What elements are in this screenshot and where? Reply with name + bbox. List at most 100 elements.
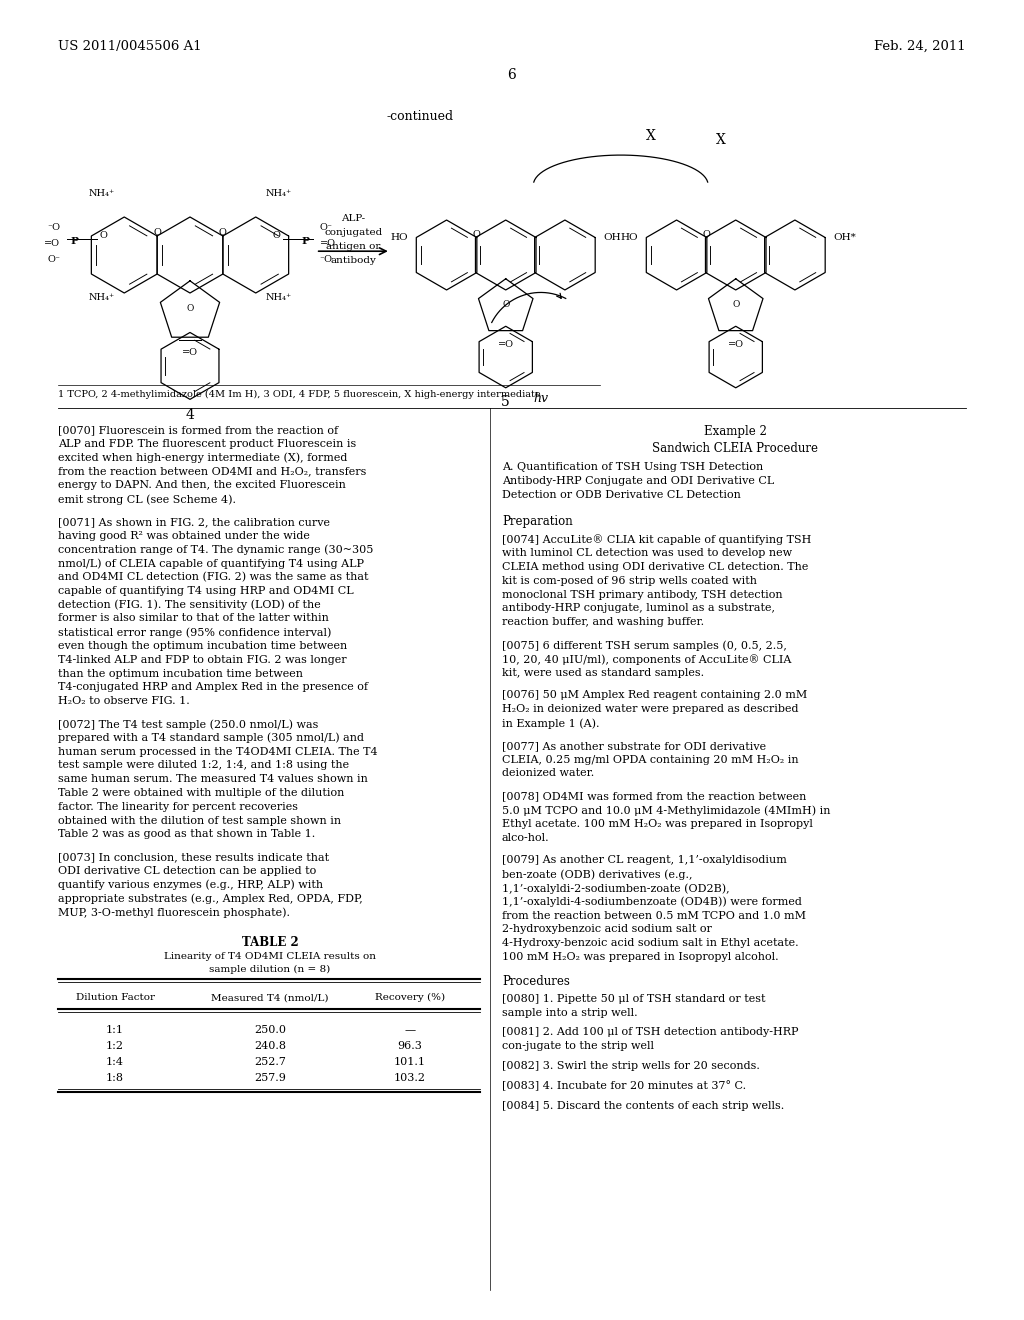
Text: [0084] 5. Discard the contents of each strip wells.: [0084] 5. Discard the contents of each s…: [502, 1101, 784, 1110]
Text: =O: =O: [728, 341, 743, 350]
Text: emit strong CL (see Scheme 4).: emit strong CL (see Scheme 4).: [58, 494, 236, 504]
Text: even though the optimum incubation time between: even though the optimum incubation time …: [58, 642, 347, 651]
Text: 96.3: 96.3: [397, 1041, 423, 1051]
Text: hv: hv: [534, 392, 548, 405]
Text: 250.0: 250.0: [254, 1026, 286, 1035]
Text: O: O: [732, 300, 739, 309]
Text: ALP and FDP. The fluorescent product Fluorescein is: ALP and FDP. The fluorescent product Flu…: [58, 438, 356, 449]
Text: test sample were diluted 1:2, 1:4, and 1:8 using the: test sample were diluted 1:2, 1:4, and 1…: [58, 760, 349, 771]
Text: ⁻O: ⁻O: [319, 255, 333, 264]
Text: 2-hydroxybenzoic acid sodium salt or: 2-hydroxybenzoic acid sodium salt or: [502, 924, 712, 935]
Text: 240.8: 240.8: [254, 1041, 286, 1051]
Text: with luminol CL detection was used to develop new: with luminol CL detection was used to de…: [502, 548, 793, 558]
Text: deionized water.: deionized water.: [502, 768, 594, 779]
Text: [0072] The T4 test sample (250.0 nmol/L) was: [0072] The T4 test sample (250.0 nmol/L)…: [58, 719, 318, 730]
Text: concentration range of T4. The dynamic range (30~305: concentration range of T4. The dynamic r…: [58, 544, 374, 554]
Text: Feb. 24, 2011: Feb. 24, 2011: [874, 40, 966, 53]
Text: kit is com-posed of 96 strip wells coated with: kit is com-posed of 96 strip wells coate…: [502, 576, 757, 586]
Text: antibody-HRP conjugate, luminol as a substrate,: antibody-HRP conjugate, luminol as a sub…: [502, 603, 775, 614]
Text: OH*: OH*: [834, 234, 856, 242]
Text: X: X: [646, 129, 655, 143]
Text: [0078] OD4MI was formed from the reaction between: [0078] OD4MI was formed from the reactio…: [502, 791, 806, 801]
Text: Procedures: Procedures: [502, 974, 570, 987]
Text: statistical error range (95% confidence interval): statistical error range (95% confidence …: [58, 627, 332, 638]
Text: [0077] As another substrate for ODI derivative: [0077] As another substrate for ODI deri…: [502, 741, 766, 751]
Text: HO: HO: [621, 234, 638, 242]
Text: capable of quantifying T4 using HRP and OD4MI CL: capable of quantifying T4 using HRP and …: [58, 586, 353, 595]
Text: conjugated: conjugated: [325, 228, 382, 238]
Text: -continued: -continued: [386, 110, 454, 123]
Text: [0083] 4. Incubate for 20 minutes at 37° C.: [0083] 4. Incubate for 20 minutes at 37°…: [502, 1081, 746, 1092]
Text: detection (FIG. 1). The sensitivity (LOD) of the: detection (FIG. 1). The sensitivity (LOD…: [58, 599, 321, 610]
Text: Recovery (%): Recovery (%): [375, 993, 445, 1002]
Text: Table 2 was as good as that shown in Table 1.: Table 2 was as good as that shown in Tab…: [58, 829, 315, 840]
Text: =O: =O: [498, 341, 514, 350]
Text: Linearity of T4 OD4MI CLEIA results on: Linearity of T4 OD4MI CLEIA results on: [164, 952, 376, 961]
Text: 6: 6: [508, 69, 516, 82]
Text: 1 TCPO, 2 4-methylimidazole (4M Im H), 3 ODI, 4 FDP, 5 fluorescein, X high-energ: 1 TCPO, 2 4-methylimidazole (4M Im H), 3…: [58, 389, 541, 399]
Text: Example 2: Example 2: [703, 425, 766, 438]
Text: [0070] Fluorescein is formed from the reaction of: [0070] Fluorescein is formed from the re…: [58, 425, 338, 436]
Text: 1,1’-oxalyldi-4-sodiumbenzoate (OD4B)) were formed: 1,1’-oxalyldi-4-sodiumbenzoate (OD4B)) w…: [502, 896, 802, 907]
Text: ALP-: ALP-: [341, 214, 366, 223]
Text: A. Quantification of TSH Using TSH Detection: A. Quantification of TSH Using TSH Detec…: [502, 462, 763, 473]
Text: ben-zoate (ODB) derivatives (e.g.,: ben-zoate (ODB) derivatives (e.g.,: [502, 869, 692, 879]
Text: sample into a strip well.: sample into a strip well.: [502, 1007, 638, 1018]
Text: con-jugate to the strip well: con-jugate to the strip well: [502, 1041, 654, 1051]
Text: O⁻: O⁻: [47, 255, 60, 264]
Text: 5: 5: [502, 396, 510, 409]
Text: from the reaction between OD4MI and H₂O₂, transfers: from the reaction between OD4MI and H₂O₂…: [58, 466, 367, 477]
Text: Measured T4 (nmol/L): Measured T4 (nmol/L): [211, 993, 329, 1002]
Text: 1:2: 1:2: [106, 1041, 124, 1051]
Text: TABLE 2: TABLE 2: [242, 936, 298, 949]
Text: 1,1’-oxalyldi-2-sodiumben-zoate (OD2B),: 1,1’-oxalyldi-2-sodiumben-zoate (OD2B),: [502, 883, 730, 894]
Text: O: O: [186, 305, 194, 313]
Text: antigen or: antigen or: [326, 242, 381, 251]
Text: =O: =O: [182, 348, 198, 356]
Text: O: O: [272, 231, 281, 240]
Text: 4-Hydroxy-benzoic acid sodium salt in Ethyl acetate.: 4-Hydroxy-benzoic acid sodium salt in Et…: [502, 939, 799, 948]
Text: CLEIA, 0.25 mg/ml OPDA containing 20 mM H₂O₂ in: CLEIA, 0.25 mg/ml OPDA containing 20 mM …: [502, 755, 799, 764]
Text: O: O: [219, 227, 226, 236]
Text: quantify various enzymes (e.g., HRP, ALP) with: quantify various enzymes (e.g., HRP, ALP…: [58, 880, 324, 891]
Text: T4-conjugated HRP and Amplex Red in the presence of: T4-conjugated HRP and Amplex Red in the …: [58, 682, 368, 693]
Text: 5.0 μM TCPO and 10.0 μM 4-Methylimidazole (4MImH) in: 5.0 μM TCPO and 10.0 μM 4-Methylimidazol…: [502, 805, 830, 816]
Text: and OD4MI CL detection (FIG. 2) was the same as that: and OD4MI CL detection (FIG. 2) was the …: [58, 572, 369, 582]
Text: US 2011/0045506 A1: US 2011/0045506 A1: [58, 40, 202, 53]
Text: [0071] As shown in FIG. 2, the calibration curve: [0071] As shown in FIG. 2, the calibrati…: [58, 517, 330, 527]
Text: [0081] 2. Add 100 μl of TSH detection antibody-HRP: [0081] 2. Add 100 μl of TSH detection an…: [502, 1027, 799, 1038]
Text: X: X: [716, 133, 726, 147]
Text: —: —: [404, 1026, 416, 1035]
Text: O: O: [154, 227, 161, 236]
Text: 10, 20, 40 μIU/ml), components of AccuLite® CLIA: 10, 20, 40 μIU/ml), components of AccuLi…: [502, 653, 792, 664]
Text: [0082] 3. Swirl the strip wells for 20 seconds.: [0082] 3. Swirl the strip wells for 20 s…: [502, 1061, 760, 1071]
Text: 4: 4: [185, 408, 195, 421]
Text: sample dilution (n = 8): sample dilution (n = 8): [209, 965, 331, 974]
Text: 1:4: 1:4: [106, 1057, 124, 1067]
Text: from the reaction between 0.5 mM TCPO and 1.0 mM: from the reaction between 0.5 mM TCPO an…: [502, 911, 806, 920]
Text: 257.9: 257.9: [254, 1073, 286, 1084]
Text: CLEIA method using ODI derivative CL detection. The: CLEIA method using ODI derivative CL det…: [502, 562, 808, 572]
Text: kit, were used as standard samples.: kit, were used as standard samples.: [502, 668, 705, 677]
Text: Dilution Factor: Dilution Factor: [76, 993, 155, 1002]
Text: energy to DAPN. And then, the excited Fluorescein: energy to DAPN. And then, the excited Fl…: [58, 480, 346, 490]
Text: [0073] In conclusion, these results indicate that: [0073] In conclusion, these results indi…: [58, 853, 329, 862]
Text: alco-hol.: alco-hol.: [502, 833, 550, 842]
Text: in Example 1 (A).: in Example 1 (A).: [502, 718, 599, 729]
Text: 1:8: 1:8: [106, 1073, 124, 1084]
Text: [0075] 6 different TSH serum samples (0, 0.5, 2.5,: [0075] 6 different TSH serum samples (0,…: [502, 640, 786, 651]
Text: nmol/L) of CLEIA capable of quantifying T4 using ALP: nmol/L) of CLEIA capable of quantifying …: [58, 558, 364, 569]
Text: factor. The linearity for percent recoveries: factor. The linearity for percent recove…: [58, 801, 298, 812]
Text: former is also similar to that of the latter within: former is also similar to that of the la…: [58, 614, 329, 623]
Text: ⁻O: ⁻O: [47, 223, 60, 232]
Text: =O: =O: [44, 239, 60, 248]
Text: P: P: [71, 238, 79, 246]
Text: reaction buffer, and washing buffer.: reaction buffer, and washing buffer.: [502, 618, 705, 627]
Text: 100 mM H₂O₂ was prepared in Isopropyl alcohol.: 100 mM H₂O₂ was prepared in Isopropyl al…: [502, 952, 778, 962]
Text: O: O: [99, 231, 108, 240]
Text: O: O: [702, 230, 710, 239]
Text: NH₄⁺: NH₄⁺: [265, 189, 292, 198]
Text: 103.2: 103.2: [394, 1073, 426, 1084]
Text: T4-linked ALP and FDP to obtain FIG. 2 was longer: T4-linked ALP and FDP to obtain FIG. 2 w…: [58, 655, 347, 665]
Text: 252.7: 252.7: [254, 1057, 286, 1067]
